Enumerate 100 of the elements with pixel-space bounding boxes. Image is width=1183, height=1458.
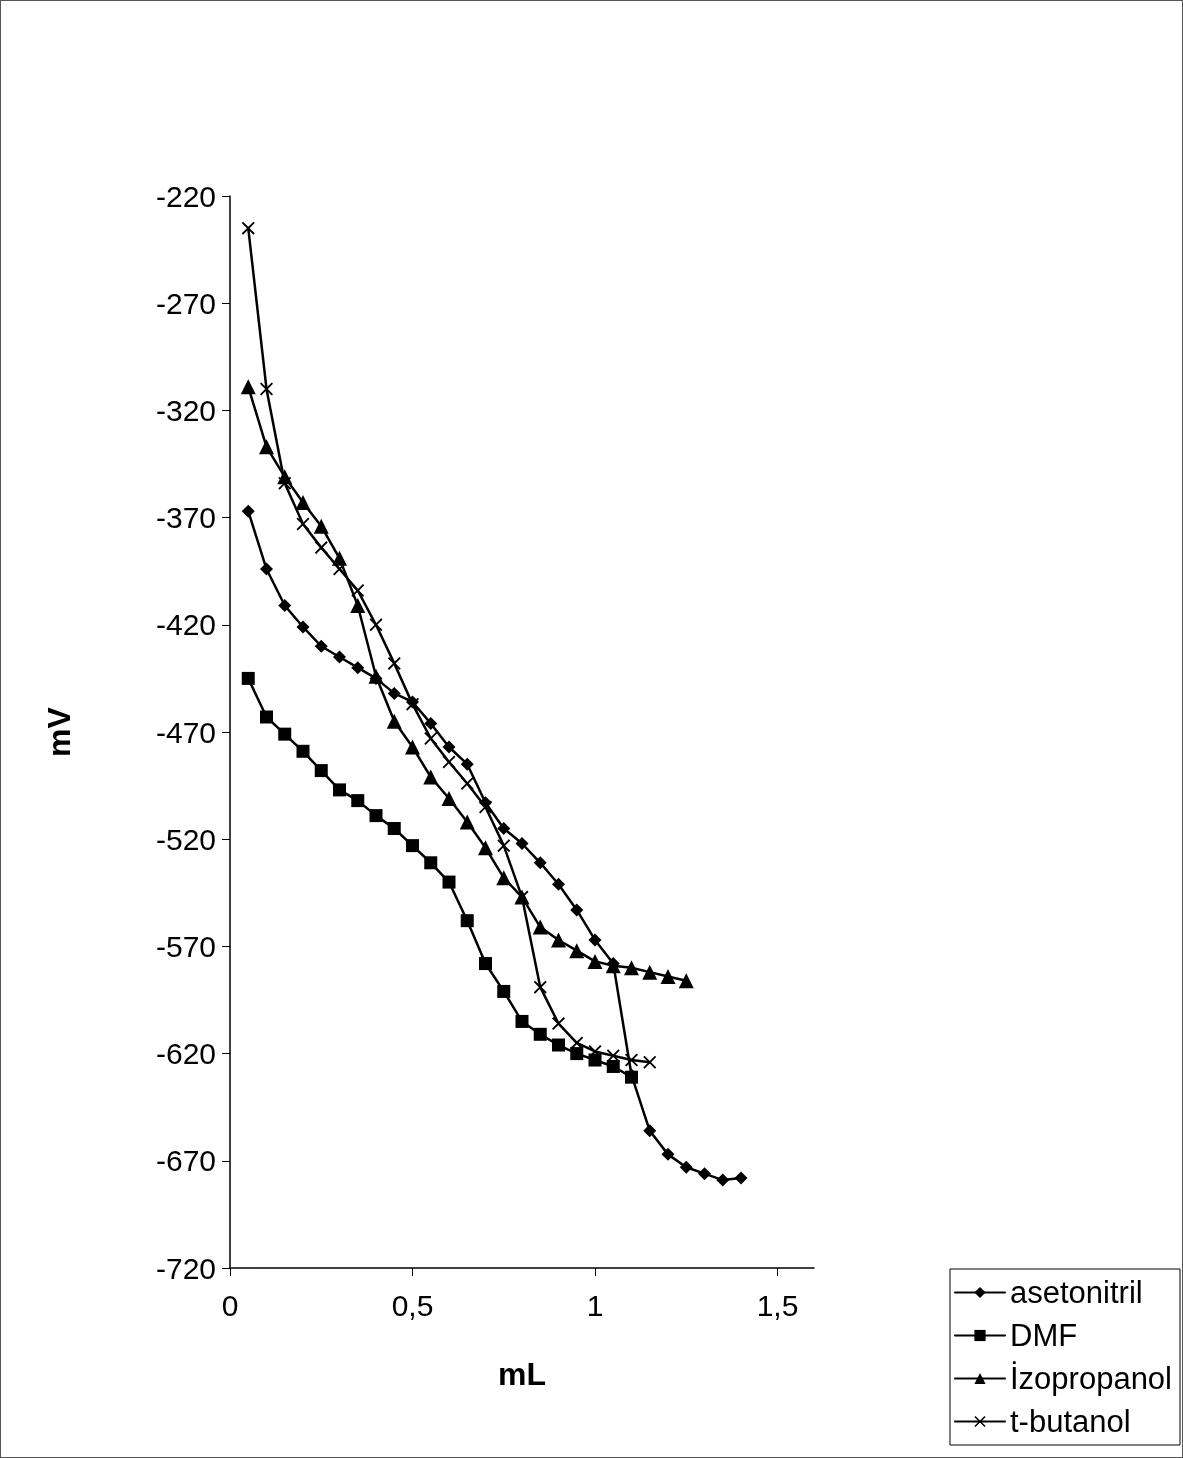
point <box>624 960 639 976</box>
y-tick-label: -320 <box>155 393 216 427</box>
point <box>313 518 329 534</box>
y-tick-label: -620 <box>155 1037 216 1071</box>
point <box>442 755 456 769</box>
point <box>423 769 439 785</box>
point <box>497 984 511 998</box>
y-tick-label: -420 <box>155 608 216 642</box>
point <box>241 221 255 235</box>
y-tick-label: -520 <box>155 822 216 856</box>
point <box>278 599 292 612</box>
x-tick-label: 0 <box>221 1288 239 1322</box>
legend-label: İzopropanol <box>1009 1361 1173 1396</box>
point <box>533 856 547 870</box>
point <box>569 943 585 959</box>
point <box>350 598 366 613</box>
point <box>424 716 438 730</box>
point <box>533 1027 547 1041</box>
point <box>551 932 566 948</box>
y-tick-label: -470 <box>155 715 216 749</box>
point <box>660 968 676 984</box>
point <box>406 839 419 853</box>
y-tick-label: -270 <box>155 286 216 320</box>
point <box>533 980 547 994</box>
point <box>441 790 457 806</box>
point <box>515 836 529 850</box>
point <box>295 495 311 511</box>
y-tick-label: -720 <box>155 1251 216 1285</box>
point <box>386 713 402 729</box>
point <box>606 1049 620 1063</box>
point <box>734 1171 748 1185</box>
point <box>259 439 274 455</box>
point <box>442 740 456 754</box>
point <box>424 731 438 745</box>
point <box>351 661 365 675</box>
y-tick-label: -570 <box>155 929 216 963</box>
point <box>369 618 383 632</box>
point <box>606 1059 620 1073</box>
point <box>387 656 401 670</box>
point <box>642 964 658 980</box>
point <box>278 727 292 741</box>
y-tick-label: -370 <box>155 501 216 535</box>
point <box>570 1036 584 1050</box>
point <box>497 821 511 835</box>
point <box>296 517 310 531</box>
point <box>679 1160 693 1174</box>
point <box>570 1047 584 1061</box>
point <box>278 476 292 490</box>
point <box>588 1053 602 1067</box>
point <box>532 919 548 935</box>
point <box>333 650 346 664</box>
y-tick-label: -670 <box>155 1144 216 1178</box>
point <box>369 809 383 823</box>
point <box>459 814 475 830</box>
x-tick-label: 1,5 <box>756 1288 799 1322</box>
x-tick-label: 1 <box>586 1288 604 1322</box>
point <box>351 794 365 808</box>
legend-label: asetonitril <box>1009 1275 1143 1310</box>
point <box>314 639 328 653</box>
point <box>661 1147 675 1161</box>
point <box>240 379 256 395</box>
y-tick-label: -220 <box>155 179 216 213</box>
point <box>497 839 511 853</box>
point <box>460 757 474 771</box>
point <box>460 914 474 928</box>
x-axis-title: mL <box>498 1356 546 1392</box>
point <box>296 744 310 758</box>
point <box>424 856 438 870</box>
point <box>570 903 584 917</box>
point <box>588 933 602 947</box>
point <box>678 973 694 989</box>
point <box>442 875 456 889</box>
point <box>643 1055 657 1069</box>
point <box>405 739 420 755</box>
point <box>296 620 310 634</box>
point <box>515 1014 529 1028</box>
point <box>260 562 273 576</box>
point <box>460 776 474 790</box>
legend-label: t-butanol <box>1009 1404 1131 1439</box>
point <box>333 783 346 797</box>
point <box>387 686 401 700</box>
legend-label: DMF <box>1009 1318 1078 1353</box>
point <box>479 957 492 971</box>
x-tick-label: 0,5 <box>391 1288 434 1322</box>
point <box>478 840 493 856</box>
point <box>496 870 512 886</box>
point <box>552 877 565 891</box>
point <box>387 821 401 835</box>
point <box>643 1124 657 1138</box>
point <box>314 764 328 778</box>
point <box>698 1167 711 1181</box>
point <box>552 1017 565 1031</box>
point <box>716 1173 730 1187</box>
point <box>260 710 273 724</box>
point <box>241 671 255 685</box>
point <box>552 1038 565 1052</box>
point <box>241 504 255 518</box>
y-axis-title: mV <box>41 706 77 757</box>
point <box>351 584 365 597</box>
point <box>314 541 328 555</box>
